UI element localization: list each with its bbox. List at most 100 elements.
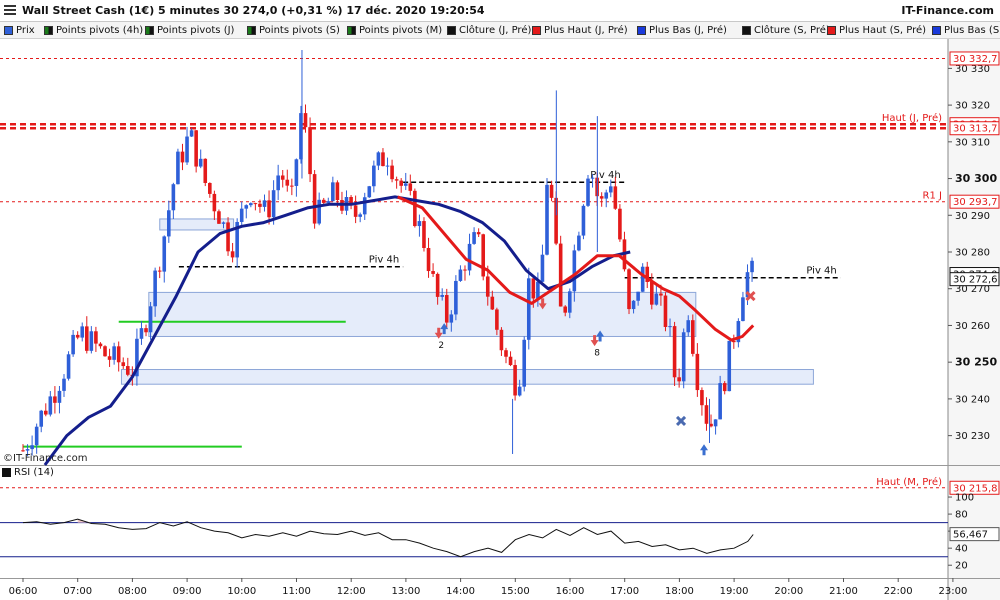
candle-body	[618, 208, 622, 240]
price-tag	[949, 121, 1000, 136]
legend-swatch	[637, 26, 646, 35]
candle-body	[659, 293, 663, 296]
price-tag-label: 30 313,7	[953, 124, 998, 135]
time-tick-label: 15:00	[501, 586, 530, 597]
watermark: ©IT-Finance.com	[3, 453, 88, 464]
legend-label: Plus Bas (S, Pré)	[944, 25, 1000, 36]
candle-body	[695, 353, 700, 391]
candle-body	[48, 396, 53, 415]
legend-swatch	[447, 26, 456, 35]
candle-body	[713, 419, 718, 427]
candle-body	[490, 296, 495, 310]
candle-body	[235, 221, 239, 258]
candle-body	[681, 332, 686, 382]
candle-body	[608, 186, 613, 193]
price-tag	[949, 51, 1000, 66]
price-tag-label: 30 293,7	[953, 197, 998, 208]
candle-body	[567, 291, 572, 313]
marker-label: 8	[594, 348, 600, 358]
candle-body	[536, 281, 540, 299]
candle-body	[549, 184, 554, 198]
candle-body	[167, 210, 171, 237]
candle-body	[331, 182, 335, 202]
legend-item[interactable]: Plus Haut (S, Pré)	[827, 24, 926, 37]
candle-body	[198, 158, 203, 167]
candle-body	[732, 340, 736, 343]
candle-body	[75, 334, 80, 338]
candle-body	[125, 366, 130, 375]
candle-body	[135, 338, 139, 377]
time-tick-label: 22:00	[884, 586, 913, 597]
arrow-down-icon	[538, 298, 547, 310]
arrow-up-icon	[440, 323, 449, 335]
rsi-label-text: RSI (14)	[14, 467, 54, 478]
candle-body	[258, 203, 262, 207]
legend-label: Points pivots (M)	[359, 25, 443, 36]
legend-swatch	[44, 26, 53, 35]
candle-body	[180, 151, 185, 163]
candle-body	[390, 165, 394, 180]
legend-item[interactable]: Points pivots (4h)	[44, 24, 143, 37]
time-tick-label: 16:00	[556, 586, 585, 597]
candle-body	[280, 175, 285, 180]
rsi-tick-label: 40	[955, 544, 968, 555]
time-tick-label: 11:00	[282, 586, 311, 597]
candle-body	[517, 386, 522, 396]
candle-body	[294, 159, 299, 186]
chart-area[interactable]: 30 230 30 240 30 250 30 260 30 270 30 280 30 2…	[0, 39, 1000, 600]
legend-item[interactable]: Plus Bas (J, Pré)	[637, 24, 727, 37]
candle-body	[454, 280, 458, 315]
candle-body	[700, 390, 704, 406]
candle-body	[718, 383, 722, 420]
candle-body	[335, 182, 340, 201]
legend-label: Points pivots (J)	[157, 25, 235, 36]
time-tick-label: 21:00	[829, 586, 858, 597]
candle-body	[736, 321, 741, 343]
candle-body	[526, 278, 531, 340]
price-tag-label: 30 272,6	[953, 275, 998, 286]
time-tick-label: 18:00	[665, 586, 694, 597]
candle-body	[745, 272, 750, 298]
candle-body	[112, 346, 116, 360]
support-zone	[148, 291, 697, 337]
rsi-swatch	[2, 468, 11, 477]
price-tick-label: 30 240	[955, 394, 990, 405]
candle-body	[495, 309, 499, 330]
candle-body	[212, 193, 217, 212]
candle-body	[116, 346, 121, 363]
candle-body	[103, 346, 107, 357]
legend-item[interactable]: Points pivots (S)	[247, 24, 340, 37]
candle-body	[645, 266, 650, 282]
candle-body	[613, 186, 618, 209]
legend-item[interactable]: Points pivots (J)	[145, 24, 234, 37]
time-tick-label: 14:00	[446, 586, 475, 597]
candle-body	[367, 186, 372, 198]
legend-item[interactable]: Points pivots (M)	[347, 24, 442, 37]
candle-body	[540, 254, 545, 282]
legend-item[interactable]: Clôture (S, Pré)	[742, 24, 830, 37]
pivot-label: Piv 4h	[806, 266, 836, 277]
price-tag	[949, 272, 1000, 287]
arrow-up-icon	[596, 330, 605, 342]
legend-item[interactable]: Clôture (J, Pré)	[447, 24, 531, 37]
price-tick-label: 30 290	[955, 211, 990, 222]
support-zone	[159, 218, 235, 231]
price-tag-label: 30 332,7	[953, 54, 998, 65]
rsi-panel-label[interactable]: RSI (14)	[2, 466, 54, 479]
menu-icon[interactable]	[4, 4, 16, 16]
candle-body	[262, 200, 267, 207]
candle-body	[107, 356, 112, 360]
candle-body	[208, 182, 212, 194]
legend-item[interactable]: Plus Haut (J, Pré)	[532, 24, 628, 37]
time-tick-label: 23:00	[938, 586, 967, 597]
price-tick-label: 30 330	[955, 64, 990, 75]
candle-body	[271, 190, 276, 218]
candle-body	[98, 343, 103, 347]
candle-body	[590, 177, 595, 179]
legend-item[interactable]: Prix	[4, 24, 35, 37]
time-tick-label: 07:00	[63, 586, 92, 597]
legend-item[interactable]: Plus Bas (S, Pré)	[932, 24, 1000, 37]
time-tick-label: 12:00	[337, 586, 366, 597]
legend-label: Plus Haut (S, Pré)	[839, 25, 927, 36]
candle-body	[403, 183, 408, 186]
